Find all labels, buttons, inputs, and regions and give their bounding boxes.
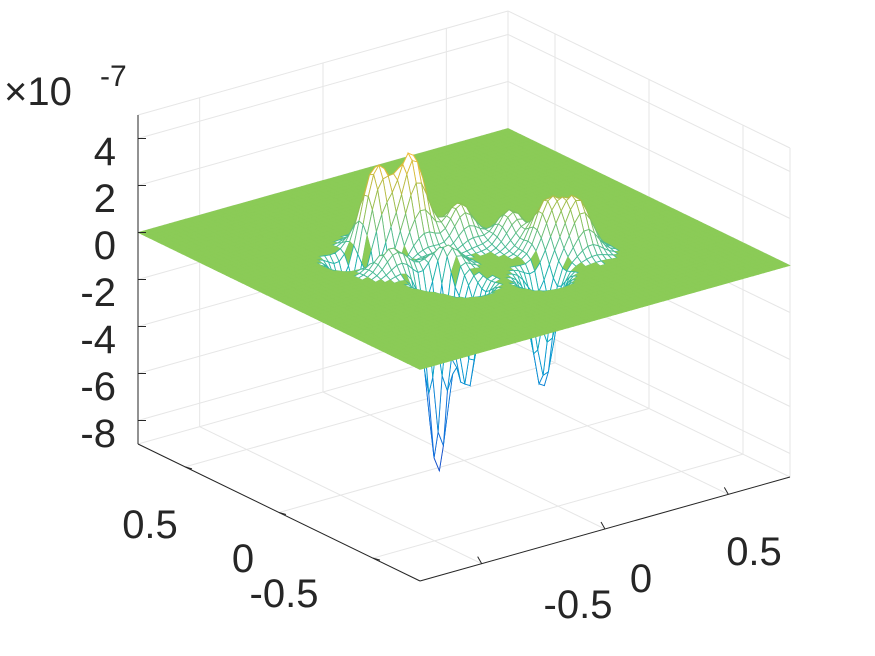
floor-grid-line <box>184 362 556 468</box>
z-multiplier: ×10 -7 <box>4 60 127 114</box>
surface-mesh <box>137 128 791 473</box>
x-tick-label: 0 <box>630 557 652 601</box>
wall-grid-line <box>507 316 791 454</box>
z-tick-label: -6 <box>80 365 116 409</box>
floor-grid-line <box>278 408 650 513</box>
x-tick-label: -0.5 <box>544 583 613 627</box>
z-multiplier-base: ×10 <box>4 70 72 114</box>
floor-grid-line <box>372 453 744 559</box>
z-tick-label: -2 <box>80 271 116 315</box>
wall-grid-line <box>507 81 791 219</box>
y-tick-label: 0.5 <box>122 503 178 547</box>
wall-grid-line <box>137 10 509 116</box>
z-tick-label: 0 <box>94 224 116 268</box>
x-tick-label: 0.5 <box>726 530 782 574</box>
z-tick-label: -8 <box>80 412 116 456</box>
wall-grid-line <box>507 34 791 172</box>
y-tick-label: -0.5 <box>250 572 319 616</box>
z-tick-label: -4 <box>80 318 116 362</box>
z-multiplier-exponent: -7 <box>100 60 127 93</box>
wall-grid-line <box>137 81 509 186</box>
z-tick-label: 4 <box>94 130 116 174</box>
z-tick-label: 2 <box>94 177 116 221</box>
wall-grid-line <box>507 10 791 149</box>
wall-grid-line <box>137 34 509 139</box>
